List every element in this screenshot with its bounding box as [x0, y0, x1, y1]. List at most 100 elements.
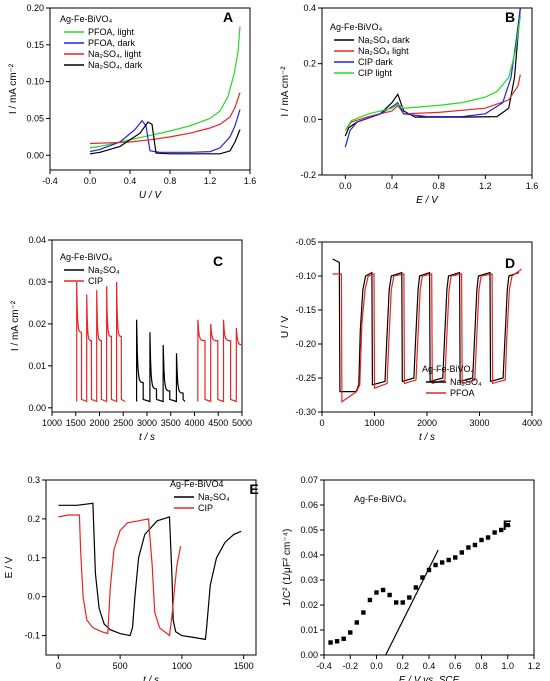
data-point — [453, 555, 458, 560]
panel-letter: C — [213, 253, 223, 269]
legend-entry: Na₂SO₄ — [198, 492, 230, 502]
series-line — [136, 319, 186, 403]
data-point — [466, 545, 471, 550]
x-tick-label: 0.0 — [370, 661, 383, 671]
plot-frame — [321, 7, 533, 176]
panel-letter: B — [505, 9, 515, 25]
data-point — [492, 530, 497, 535]
data-point — [354, 620, 360, 625]
x-tick-label: 1.0 — [501, 661, 514, 671]
chart-title: Ag-Fe-BiVO₄ — [330, 22, 383, 32]
x-tick-label: 500 — [113, 661, 128, 671]
chart-title: Ag-Fe-BiVO₄ — [354, 494, 407, 504]
plot-area — [76, 281, 242, 403]
fit-line — [385, 549, 439, 655]
x-tick-label: 3000 — [469, 418, 489, 428]
x-tick-label: 0.4 — [124, 176, 137, 186]
data-point — [393, 600, 399, 605]
panel-E: 0 500 1000 1500 -0.1 0.0 0.1 0.2 0.3 t / s E / V E A… — [4, 475, 259, 681]
data-point — [426, 567, 432, 573]
chart-title: Ag-Fe-BiVO₄ — [60, 14, 113, 24]
x-tick-label: 4000 — [184, 418, 204, 428]
x-tick-label: 1000 — [364, 418, 384, 428]
data-point — [439, 560, 445, 565]
plot-area — [58, 502, 242, 641]
y-tick-label: 0.03 — [28, 277, 46, 287]
chart-title: Ag-Fe-BiVO4 — [170, 479, 224, 489]
y-tick-label: 0.0 — [303, 114, 316, 124]
data-point — [361, 610, 366, 615]
y-axis-label: I / mA cm⁻² — [8, 63, 19, 114]
x-tick-label: 0.4 — [386, 181, 399, 191]
series-line — [58, 514, 182, 637]
x-tick-label: 1.2 — [479, 181, 492, 191]
x-tick-label: 1000 — [42, 418, 62, 428]
panel-F: -0.4 -0.2 0.0 0.2 0.4 0.6 0.8 1.0 1.2 0.00 0.01 0.0… — [282, 475, 540, 681]
data-point — [387, 592, 392, 598]
series-line — [344, 16, 521, 131]
x-tick-label: 1500 — [234, 661, 254, 671]
y-axis-label: I / mA cm⁻² — [10, 300, 21, 351]
x-axis-label: t / s — [143, 675, 159, 681]
y-tick-label: 0.04 — [300, 550, 318, 560]
x-tick-label: 2000 — [89, 418, 109, 428]
chart-title: Ag-Fe-BiVO₄ — [422, 364, 475, 374]
y-tick-label: 0.00 — [300, 650, 318, 660]
x-tick-label: 1.2 — [528, 661, 541, 671]
data-point — [334, 639, 340, 644]
plot-frame — [45, 479, 257, 656]
y-tick-label: -0.10 — [295, 271, 316, 281]
y-tick-label: -0.1 — [24, 631, 40, 641]
y-tick-label: 0.02 — [28, 319, 46, 329]
y-tick-label: 0.04 — [28, 235, 46, 245]
x-tick-label: 0.4 — [423, 661, 436, 671]
y-tick-label: 0.00 — [26, 150, 44, 160]
plot-frame — [49, 7, 251, 171]
y-tick-label: 0.01 — [28, 361, 46, 371]
legend-entry: CIP — [88, 276, 103, 286]
plot-area — [344, 8, 521, 148]
x-tick-label: 0.8 — [475, 661, 488, 671]
legend-entry: PFOA — [450, 388, 475, 398]
data-point — [407, 595, 412, 600]
series-line — [344, 8, 521, 148]
x-tick-label: 2000 — [417, 418, 437, 428]
series-line — [332, 268, 522, 403]
x-tick-label: -0.4 — [316, 661, 332, 671]
y-tick-label: 0.15 — [26, 40, 44, 50]
x-tick-label: 0.0 — [84, 176, 97, 186]
y-tick-label: 0.03 — [300, 575, 318, 585]
x-axis-label: E / V — [416, 195, 439, 206]
series-line — [89, 121, 241, 155]
data-point — [348, 630, 353, 635]
series-line — [197, 319, 242, 403]
y-tick-label: 0.01 — [300, 625, 318, 635]
data-point — [459, 550, 465, 555]
panel-C: 1000 1500 2000 2500 3000 3500 4000 4500 50000.00… — [10, 235, 252, 443]
y-tick-label: 0.2 — [303, 59, 316, 69]
x-tick-label: 4000 — [522, 418, 542, 428]
x-tick-label: 4500 — [208, 418, 228, 428]
y-tick-label: -0.05 — [295, 237, 316, 247]
panel-B: 0.0 0.4 0.8 1.2 1.6 -0.2 0.0 0.2 0.4 E / V I / mA … — [280, 3, 538, 206]
chart-title: Ag-Fe-BiVO₄ — [60, 252, 113, 262]
x-tick-label: 1.2 — [204, 176, 217, 186]
y-tick-label: -0.30 — [295, 407, 316, 417]
x-axis-label: t / s — [419, 432, 435, 443]
legend-entry: CIP light — [358, 68, 392, 78]
data-point — [374, 590, 379, 595]
y-tick-label: -0.2 — [300, 170, 316, 180]
data-point — [498, 527, 504, 533]
plot-area — [332, 258, 522, 403]
legend-entry: Na₂SO₄ — [88, 265, 120, 275]
data-point — [367, 597, 373, 603]
y-tick-label: -0.25 — [295, 373, 316, 383]
y-tick-label: -0.20 — [295, 339, 316, 349]
plot-area — [89, 26, 241, 155]
x-tick-label: 2500 — [113, 418, 133, 428]
x-tick-label: -0.4 — [42, 176, 58, 186]
panel-letter: A — [223, 9, 233, 25]
y-tick-label: 0.10 — [26, 77, 44, 87]
y-tick-label: 0.07 — [300, 475, 318, 485]
